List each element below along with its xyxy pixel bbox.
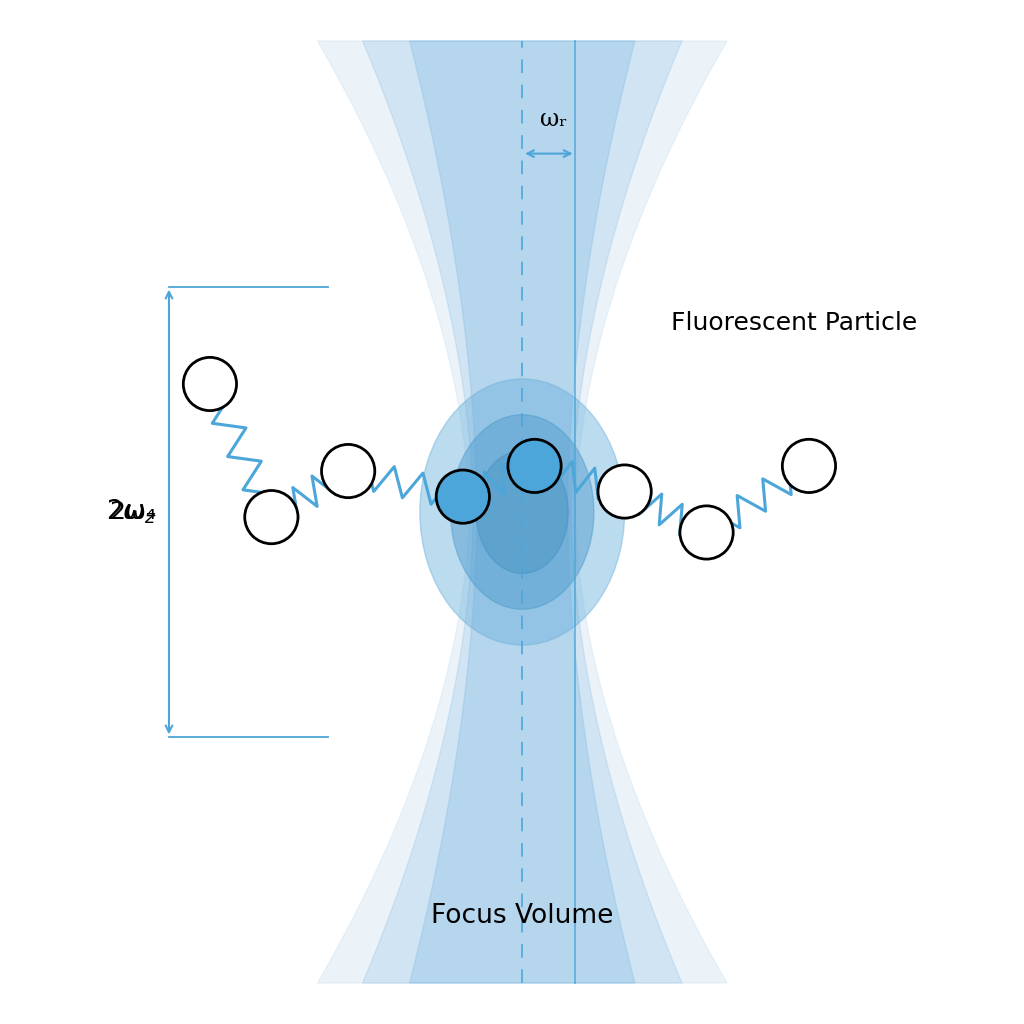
Circle shape <box>598 465 651 518</box>
Circle shape <box>322 444 375 498</box>
Circle shape <box>436 470 489 523</box>
Text: Focus Volume: Focus Volume <box>431 903 613 930</box>
Circle shape <box>508 439 561 493</box>
Polygon shape <box>362 41 682 983</box>
Polygon shape <box>410 41 635 983</box>
Circle shape <box>183 357 237 411</box>
Text: $2\omega_z$: $2\omega_z$ <box>105 498 157 526</box>
Polygon shape <box>317 41 727 983</box>
Text: Fluorescent Particle: Fluorescent Particle <box>671 310 916 335</box>
Circle shape <box>782 439 836 493</box>
Circle shape <box>680 506 733 559</box>
Ellipse shape <box>476 451 568 573</box>
Ellipse shape <box>420 379 625 645</box>
Text: 2ω₄: 2ω₄ <box>110 500 157 524</box>
Ellipse shape <box>451 415 594 609</box>
Circle shape <box>245 490 298 544</box>
Text: ωᵣ: ωᵣ <box>541 109 567 131</box>
